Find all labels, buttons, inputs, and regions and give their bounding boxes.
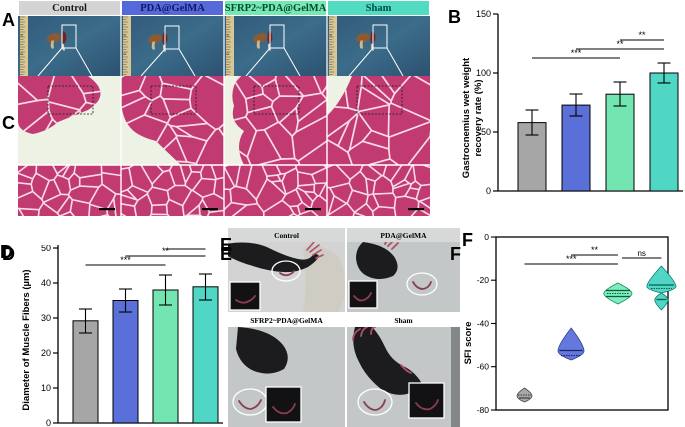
svg-text:**: ** [616,39,624,49]
svg-text:-60: -60 [477,362,490,372]
svg-text:10: 10 [41,383,51,393]
svg-text:***: *** [566,254,577,264]
svg-text:Gastrocnemius wet weight: Gastrocnemius wet weight [461,57,472,178]
svg-text:20: 20 [41,348,51,358]
svg-text:SFI score: SFI score [463,322,474,365]
svg-text:-80: -80 [477,405,490,415]
svg-text:**: ** [162,246,170,256]
svg-text:50: 50 [41,245,51,253]
svg-text:50: 50 [481,127,491,137]
svg-text:0: 0 [486,186,491,196]
svg-text:30: 30 [41,313,51,323]
svg-text:150: 150 [476,9,491,19]
svg-text:0: 0 [46,418,51,427]
svg-text:**: ** [591,245,599,255]
svg-text:40: 40 [41,278,51,288]
svg-text:***: *** [120,255,131,265]
svg-text:**: ** [638,30,646,40]
svg-text:100: 100 [476,68,491,78]
svg-text:Diameter of Muscle Fibers (µm): Diameter of Muscle Fibers (µm) [21,269,32,410]
svg-text:-20: -20 [477,275,490,285]
svg-text:ns: ns [637,249,645,258]
svg-text:***: *** [571,48,582,58]
svg-text:recovery rate (%): recovery rate (%) [473,79,484,156]
svg-text:*: * [184,245,188,249]
svg-text:-40: -40 [477,319,490,329]
